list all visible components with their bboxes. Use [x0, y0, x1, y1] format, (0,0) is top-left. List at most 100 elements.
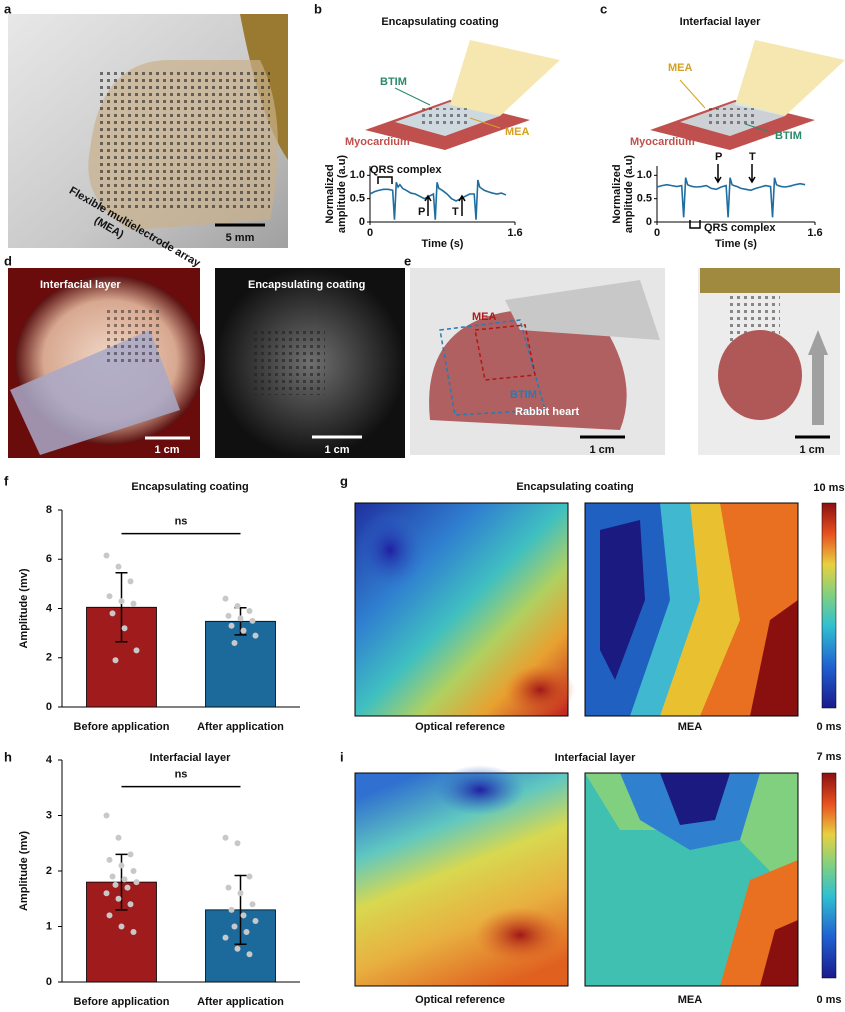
data-point — [127, 901, 134, 908]
y-tick-label: 2 — [46, 652, 52, 664]
data-point — [130, 868, 137, 874]
photo-a: Flexible multielectrode array (MEA) 5 mm — [8, 14, 288, 270]
y-axis-label: Normalized — [324, 164, 336, 223]
bracket — [689, 220, 701, 229]
x-tick-label: 1.6 — [807, 227, 822, 239]
x-tick-label: 1.6 — [507, 227, 522, 239]
chart-title: Interfacial layer — [150, 752, 231, 764]
scale-bar-label: 1 cm — [589, 444, 614, 456]
schematic-label: Myocardium — [345, 136, 410, 148]
y-tick-label: 1 — [46, 920, 52, 932]
data-point — [103, 552, 110, 559]
data-point — [112, 657, 119, 664]
scale-bar-label: 1 cm — [324, 444, 349, 456]
data-point — [222, 934, 229, 941]
data-point — [109, 610, 116, 617]
y-axis-label: Amplitude (mv) — [18, 831, 30, 911]
data-point — [115, 834, 122, 841]
y-axis-label: Amplitude (mv) — [18, 568, 30, 648]
schematic-title: Encapsulating coating — [381, 16, 498, 28]
scale-bar-label: 1 cm — [154, 444, 179, 456]
y-axis-label: Normalized — [611, 164, 623, 223]
schematic-b: Encapsulating coating BTIM MEA Myocardiu… — [345, 16, 560, 150]
x-tick-label: After application — [197, 721, 284, 733]
data-point — [130, 929, 137, 936]
data-point — [240, 912, 247, 919]
data-point — [109, 873, 116, 880]
data-point — [118, 923, 125, 930]
annotation: T — [749, 151, 756, 163]
scale-bar-label: 1 cm — [799, 444, 824, 456]
error-bar — [115, 572, 128, 643]
heatmap-h: Encapsulating coating Optical reference … — [354, 481, 845, 733]
data-point — [222, 595, 229, 602]
heatmap-i: Interfacial layer Optical reference MEA … — [354, 751, 842, 1006]
photo-d: Interfacial layer 1 cm Encapsulating coa… — [8, 268, 405, 458]
annotation: QRS complex — [370, 164, 442, 176]
significance-label: ns — [175, 769, 188, 781]
data-point — [240, 627, 247, 634]
panel-letter: b — [314, 1, 322, 16]
heatmap-label: MEA — [678, 721, 703, 733]
schematic-c: Interfacial layer MEA BTIM Myocardium — [630, 16, 845, 150]
y-tick-label: 0 — [359, 216, 365, 228]
x-tick-label: Before application — [74, 996, 170, 1008]
y-tick-label: 8 — [46, 504, 52, 516]
photo-label: MEA — [472, 311, 497, 323]
data-point — [234, 603, 241, 610]
y-tick-label: 3 — [46, 809, 52, 821]
annotation: P — [715, 151, 722, 163]
data-point — [106, 912, 113, 919]
panel-letter: c — [600, 1, 607, 16]
data-point — [237, 890, 244, 897]
data-point — [127, 851, 134, 858]
y-tick-label: 0.5 — [637, 193, 652, 205]
heatmap-label: MEA — [678, 994, 703, 1006]
arrow — [458, 194, 466, 216]
annotation: P — [418, 206, 425, 218]
y-tick-label: 4 — [46, 754, 53, 766]
annotation: T — [452, 206, 459, 218]
data-point — [115, 563, 122, 570]
data-point — [237, 615, 244, 622]
arrow — [424, 194, 432, 216]
data-point — [231, 923, 238, 930]
data-point — [118, 862, 125, 869]
data-point — [228, 906, 235, 913]
error-bar — [234, 874, 247, 946]
schematic-label: BTIM — [380, 76, 407, 88]
data-point — [246, 607, 253, 614]
arrow — [748, 164, 756, 184]
colorbar-label: 0 ms — [816, 721, 841, 733]
x-tick-label: Before application — [74, 721, 170, 733]
y-tick-label: 0 — [646, 216, 652, 228]
ecg-line — [656, 177, 806, 218]
data-point — [234, 945, 241, 952]
photo-label: BTIM — [510, 389, 537, 401]
data-point — [246, 951, 253, 958]
data-point — [252, 917, 259, 924]
panel-letter: i — [340, 749, 344, 764]
chart-title: Encapsulating coating — [131, 481, 248, 493]
data-point — [133, 647, 140, 654]
panel-letter: h — [4, 749, 12, 764]
x-tick-label: 0 — [654, 227, 660, 239]
data-point — [121, 625, 128, 632]
heatmap-label: Optical reference — [415, 721, 505, 733]
heatmap-title: Encapsulating coating — [516, 481, 633, 493]
photo-label: Interfacial layer — [40, 279, 121, 291]
y-axis-label: amplitude (a.u) — [623, 155, 635, 234]
x-axis-label: Time (s) — [422, 238, 464, 250]
data-point — [118, 598, 125, 605]
data-point — [130, 600, 137, 607]
data-point — [124, 884, 131, 891]
y-tick-label: 0 — [46, 701, 52, 713]
data-point — [252, 632, 259, 639]
y-tick-label: 4 — [46, 602, 53, 614]
panel-letter: a — [4, 1, 12, 16]
data-point — [103, 812, 110, 819]
colorbar-label: 0 ms — [816, 994, 841, 1006]
schematic-label: Myocardium — [630, 136, 695, 148]
x-axis-label: Time (s) — [715, 238, 757, 250]
